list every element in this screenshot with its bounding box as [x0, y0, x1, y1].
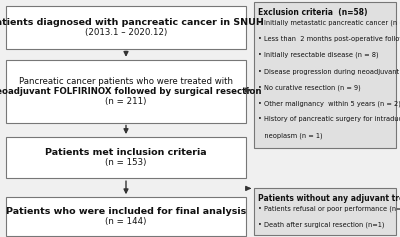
Text: • Death after surgical resection (n=1): • Death after surgical resection (n=1): [258, 222, 384, 228]
Text: Patients who were included for final analysis: Patients who were included for final ana…: [6, 207, 246, 216]
Bar: [254, 188, 396, 235]
Bar: [6, 137, 246, 178]
Text: Patients without any adjuvant treatment (n=9): Patients without any adjuvant treatment …: [258, 194, 400, 203]
Bar: [6, 197, 246, 237]
Bar: [254, 2, 396, 148]
Text: Exclusion criteria  (n=58): Exclusion criteria (n=58): [258, 8, 368, 17]
Text: • No curative resection (n = 9): • No curative resection (n = 9): [258, 84, 361, 91]
Text: (n = 211): (n = 211): [105, 97, 147, 106]
Text: • Disease progression during neoadjuvant FOLFIRINOX (n = 5): • Disease progression during neoadjuvant…: [258, 68, 400, 74]
Text: (n = 153): (n = 153): [105, 158, 147, 167]
Text: (n = 144): (n = 144): [105, 217, 147, 226]
Text: • Less than  2 months post-operative follow-up (n = 10): • Less than 2 months post-operative foll…: [258, 36, 400, 42]
Bar: [6, 6, 246, 49]
Text: • Other malignancy  within 5 years (n = 2): • Other malignancy within 5 years (n = 2…: [258, 100, 400, 107]
Text: Patients met inclusion criteria: Patients met inclusion criteria: [45, 148, 207, 157]
Text: • History of pancreatic surgery for intraductal papillary mucinous: • History of pancreatic surgery for intr…: [258, 116, 400, 122]
Text: Patients diagnosed with pancreatic cancer in SNUH: Patients diagnosed with pancreatic cance…: [0, 18, 264, 27]
Text: (2013.1 – 2020.12): (2013.1 – 2020.12): [85, 28, 167, 37]
Text: Pancreatic cancer patients who were treated with: Pancreatic cancer patients who were trea…: [19, 77, 233, 86]
Text: • Initially metastatic pancreatic cancer (n = 25): • Initially metastatic pancreatic cancer…: [258, 20, 400, 26]
Text: neoadjuvant FOLFIRINOX followed by surgical resection: neoadjuvant FOLFIRINOX followed by surgi…: [0, 87, 262, 96]
Bar: [6, 60, 246, 123]
Text: • Patients refusal or poor performance (n=8): • Patients refusal or poor performance (…: [258, 206, 400, 212]
Text: • Initially resectable disease (n = 8): • Initially resectable disease (n = 8): [258, 52, 379, 58]
Text: neoplasm (n = 1): neoplasm (n = 1): [258, 132, 323, 139]
